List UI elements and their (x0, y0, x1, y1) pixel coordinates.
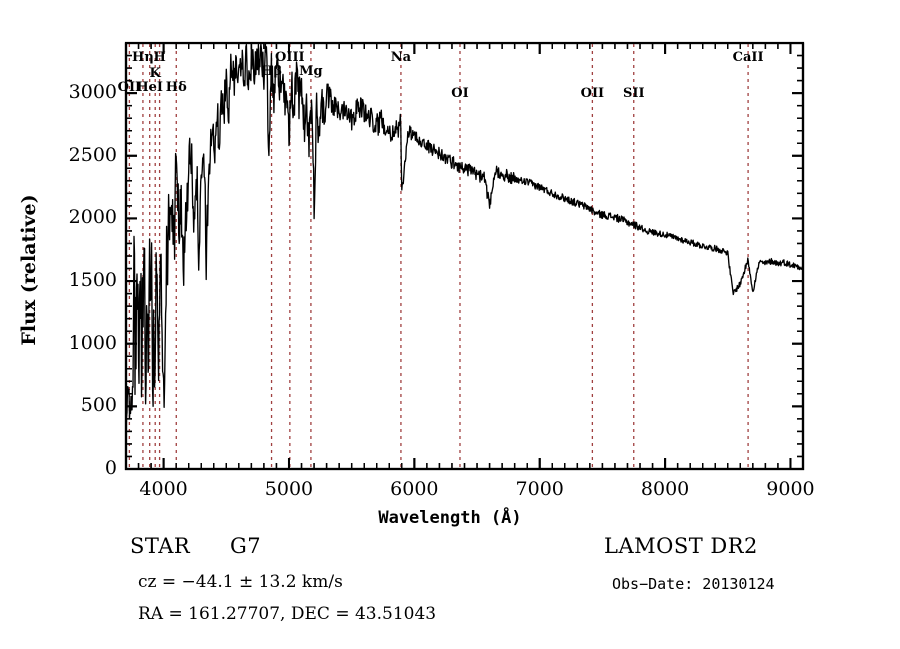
y-tick-label: 2500 (68, 143, 117, 166)
axis-ticks (125, 42, 804, 470)
y-tick-label: 500 (80, 394, 117, 417)
spectral-line-label: HeI (136, 80, 163, 95)
spectral-line-label: Mg (299, 64, 323, 79)
spectral-line-label: SII (622, 86, 645, 101)
spectral-line-label: K (149, 66, 161, 81)
spectral-line-label: H (153, 50, 166, 65)
footer-coordinates: RA = 161.27707, DEC = 43.51043 (138, 604, 437, 624)
spectrum-curve (125, 43, 804, 449)
x-tick-label: 7000 (515, 478, 564, 500)
spectral-line-label: OIII (275, 50, 305, 65)
y-tick-label: 3000 (68, 81, 117, 104)
spectral-line-label: Hδ (165, 80, 187, 95)
footer-cz: cz = −44.1 ± 13.2 km/s (138, 572, 343, 592)
spectral-line-label: CaII (732, 50, 764, 65)
footer-obs-date: Obs−Date: 20130124 (612, 575, 775, 593)
footer-object-type: STAR (130, 534, 191, 558)
footer-spectral-class: G7 (230, 534, 262, 558)
plot-clip-top (123, 0, 806, 43)
spectral-line-label: OI (451, 86, 469, 101)
spectral-line-label: Hη (132, 50, 154, 65)
y-tick-label: 1500 (68, 269, 117, 292)
x-axis-title: Wavelength (Å) (378, 508, 522, 528)
spectral-line-label: Hβ (261, 64, 282, 79)
x-tick-label: 5000 (264, 478, 314, 500)
y-axis-title: Flux (relative) (18, 194, 40, 346)
x-tick-label: 8000 (640, 478, 690, 500)
x-tick-label: 9000 (766, 478, 815, 500)
y-tick-label: 0 (104, 457, 117, 479)
y-tick-label: 2000 (68, 206, 117, 229)
spectral-line-label: Na (390, 50, 412, 65)
y-tick-label: 1000 (68, 331, 117, 354)
plot-clip-bottom (123, 470, 806, 511)
spectral-line-label: OII (117, 80, 142, 95)
spectral-line-label: OII (580, 86, 605, 101)
footer-survey: LAMOST DR2 (604, 534, 758, 558)
x-tick-label: 6000 (390, 478, 439, 500)
x-tick-label: 4000 (139, 478, 188, 500)
